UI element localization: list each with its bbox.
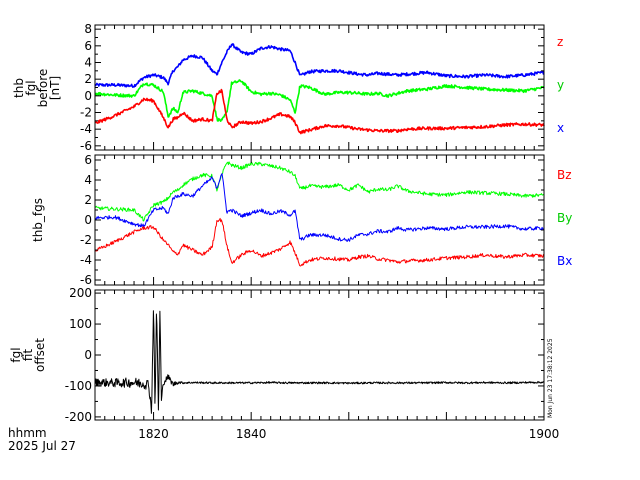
panel-middle-series <box>94 161 545 267</box>
y-tick-label-1-1: -4 <box>80 253 92 267</box>
series-line-0-1 <box>94 79 545 122</box>
panel-middle-x-ticks <box>104 155 545 285</box>
panel-top-y-label-line4: [nT] <box>48 76 62 100</box>
y-tick-label-0-2: -2 <box>80 106 92 120</box>
panel-bottom-series <box>94 310 545 414</box>
y-tick-label-1-5: 4 <box>84 173 92 187</box>
y-tick-label-2-3: 100 <box>69 317 92 331</box>
panel-top-y-label-line3: before <box>36 69 50 108</box>
footer-hhmm: hhmm <box>8 426 47 440</box>
y-tick-label-1-6: 6 <box>84 153 92 167</box>
series-line-1-2 <box>94 217 545 267</box>
panel-middle: -6 -4 -2 0 2 4 6 thb_fgs Bz By Bx <box>31 153 572 287</box>
y-tick-label-0-0: -6 <box>80 139 92 153</box>
series-line-1-1 <box>94 173 545 242</box>
x-tick-label-0: 1820 <box>138 427 169 441</box>
legend-bx: Bx <box>557 254 572 268</box>
y-tick-label-0-7: 8 <box>84 22 92 36</box>
panel-bottom: -200 -100 0 100 200 fgl fit offset Mon Jun 2… <box>9 286 554 424</box>
series-line-1-0 <box>94 161 545 222</box>
y-tick-label-1-4: 2 <box>84 193 92 207</box>
y-tick-label-1-0: -6 <box>80 273 92 287</box>
legend-x: x <box>557 121 564 135</box>
y-tick-label-2-0: -200 <box>65 410 92 424</box>
panel-middle-y-label: thb_fgs <box>31 198 45 242</box>
panel-bottom-y-label-line1: fgl <box>9 347 23 362</box>
y-tick-label-0-6: 6 <box>84 39 92 53</box>
y-tick-label-0-1: -4 <box>80 122 92 136</box>
legend-by: By <box>557 211 572 225</box>
panel-top-x-ticks <box>104 25 545 150</box>
y-tick-label-2-2: 0 <box>84 348 92 362</box>
panel-bottom-y-label-line3: offset <box>33 338 47 372</box>
x-tick-label-2: 1900 <box>529 427 560 441</box>
panel-top-y-label-line2: fgl <box>24 80 38 95</box>
timestamp-stamp-text: Mon Jun 23 17:38:12 2025 <box>547 338 554 418</box>
panel-top-series <box>94 43 545 135</box>
series-line-2-0 <box>94 310 545 414</box>
y-tick-label-0-3: 0 <box>84 89 92 103</box>
panel-bottom-x-ticks <box>104 290 545 420</box>
timestamp-stamp: Mon Jun 23 17:38:12 2025 <box>547 338 554 418</box>
y-tick-label-0-5: 4 <box>84 56 92 70</box>
panel-middle-y-label-line1: thb_fgs <box>31 198 45 242</box>
panel-top-y-label-line1: thb <box>12 78 26 98</box>
footer-date: 2025 Jul 27 <box>8 439 76 453</box>
panel-bottom-y-label: fgl fit offset <box>9 338 47 372</box>
panel-bottom-y-ticks: -200 -100 0 100 200 <box>65 286 544 424</box>
x-axis-tick-labels: 1820 1840 1900 <box>138 427 559 441</box>
y-tick-label-1-2: -2 <box>80 233 92 247</box>
y-tick-label-2-1: -100 <box>65 379 92 393</box>
y-tick-label-1-3: 0 <box>84 213 92 227</box>
panel-top-y-ticks: -6 -4 -2 0 2 4 6 8 <box>80 22 544 153</box>
series-line-0-0 <box>94 43 545 88</box>
legend-bz: Bz <box>557 168 572 182</box>
panel-top-y-label: thb fgl before [nT] <box>12 69 62 108</box>
panel-top: -6 -4 -2 0 2 4 6 8 thb fgl before [nT] z y x <box>12 22 564 153</box>
series-line-0-2 <box>94 88 545 135</box>
x-tick-label-1: 1840 <box>236 427 267 441</box>
y-tick-label-0-4: 2 <box>84 72 92 86</box>
y-tick-label-2-4: 200 <box>69 286 92 300</box>
legend-y: y <box>557 78 564 92</box>
panel-middle-y-ticks: -6 -4 -2 0 2 4 6 <box>80 153 544 287</box>
panel-bottom-y-label-line2: fit <box>21 349 35 362</box>
legend-z: z <box>557 35 563 49</box>
